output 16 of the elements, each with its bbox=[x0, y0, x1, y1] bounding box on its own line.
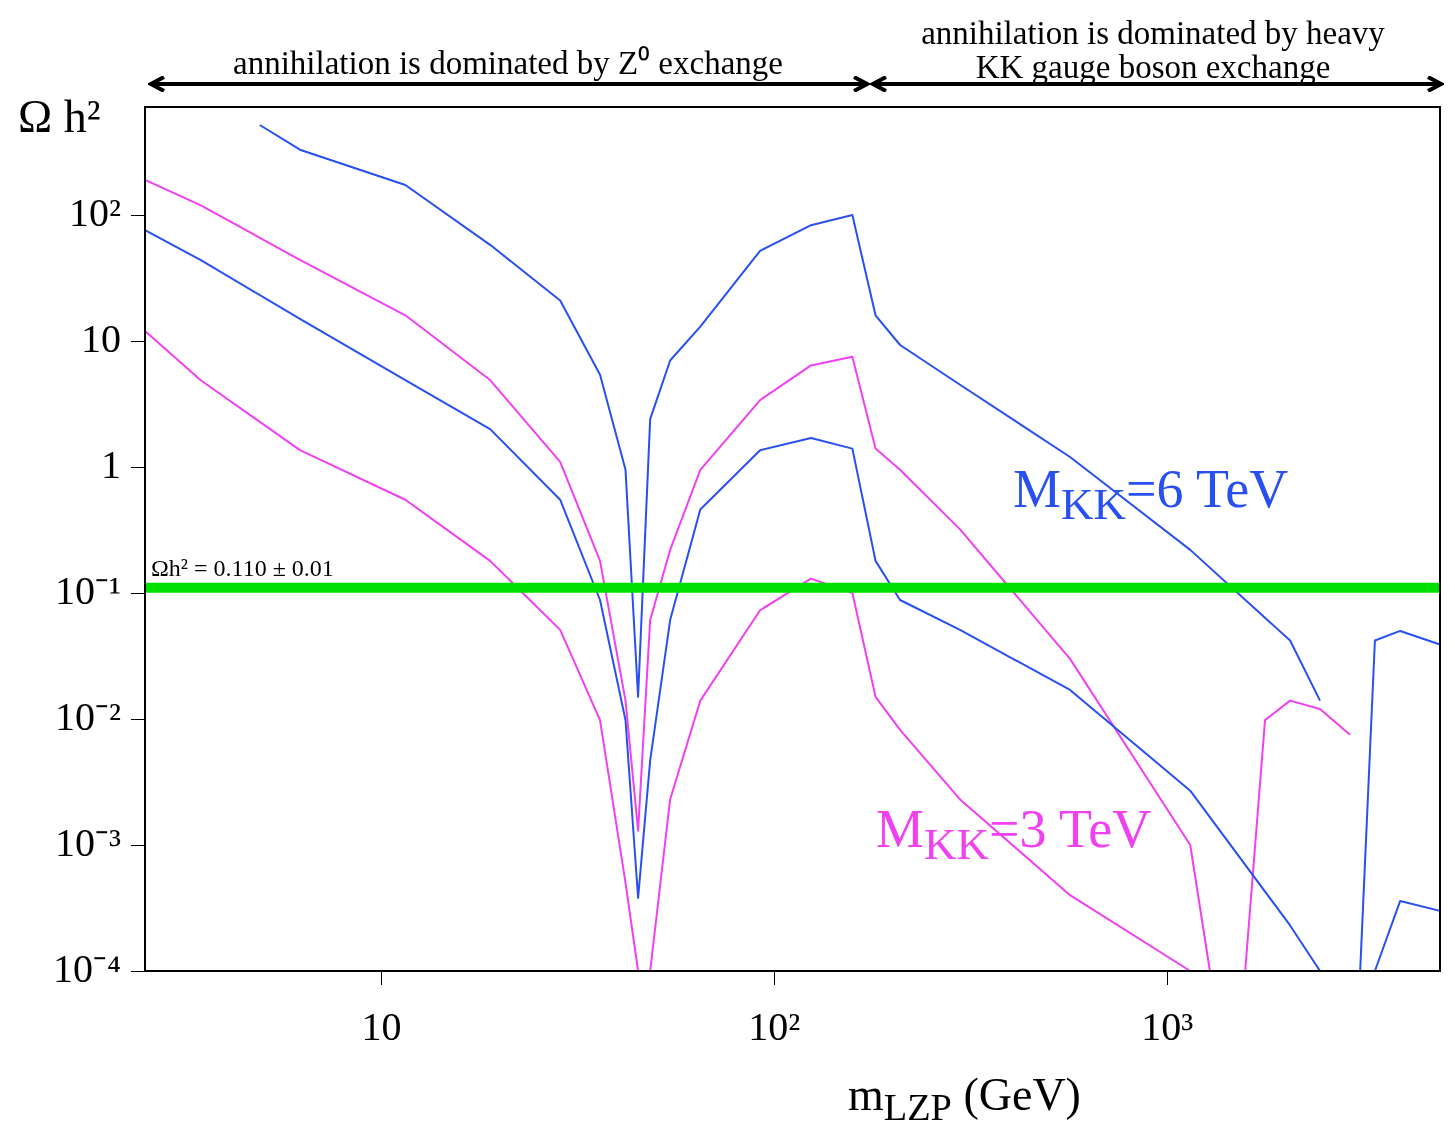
y-tick-label: 10⁻¹ bbox=[55, 567, 121, 613]
x-axis-title: m$_{LZP}$ (GeV) bbox=[848, 1068, 1081, 1130]
y-tick-label: 1 bbox=[101, 441, 121, 487]
y-tick-label: 10 bbox=[81, 315, 121, 361]
text: annihilation is dominated by Z⁰ exchange bbox=[232, 45, 784, 81]
series-label: M$_{KK}$=6 TeV bbox=[1013, 458, 1289, 530]
y-tick-label: 10⁻² bbox=[55, 693, 121, 739]
y-tick-label: 10⁻⁴ bbox=[53, 945, 121, 991]
y-tick-label: 10⁻³ bbox=[55, 819, 121, 865]
x-tick-label: 10³ bbox=[1141, 1003, 1194, 1049]
x-tick-label: 10² bbox=[748, 1003, 801, 1049]
y-tick-label: 10² bbox=[69, 189, 121, 235]
ref-line-label: Ωh² = 0.110 ± 0.01 bbox=[151, 555, 334, 582]
series-label: M$_{KK}$=3 TeV bbox=[876, 798, 1152, 870]
y-axis-title: Ω h² bbox=[18, 90, 101, 143]
x-tick-label: 10 bbox=[361, 1003, 402, 1049]
